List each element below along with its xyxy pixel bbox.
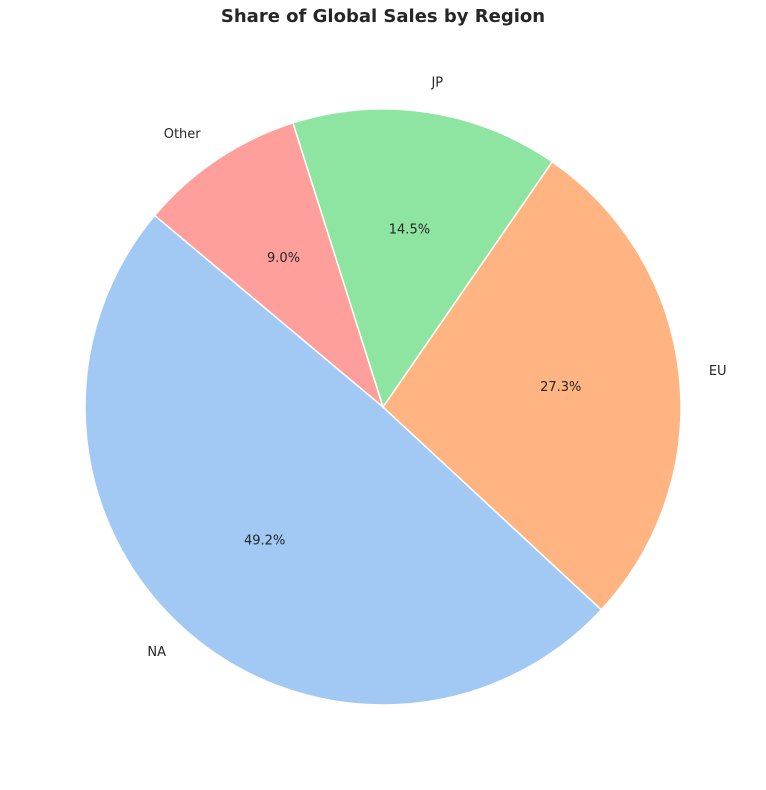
- pct-label-other: 9.0%: [267, 251, 300, 266]
- category-label-jp: JP: [430, 75, 443, 90]
- category-label-eu: EU: [709, 364, 727, 379]
- chart-title: Share of Global Sales by Region: [220, 6, 546, 27]
- pie-slice-eu: [382, 160, 682, 611]
- pie-slice-na: [84, 214, 603, 706]
- pie-slice-jp: [291, 108, 554, 409]
- pct-label-jp: 14.5%: [389, 223, 430, 238]
- pct-label-na: 49.2%: [244, 534, 285, 549]
- pie-slice-other: [153, 122, 385, 410]
- pct-label-eu: 27.3%: [540, 380, 581, 395]
- category-label-other: Other: [164, 127, 202, 142]
- category-label-na: NA: [147, 645, 166, 660]
